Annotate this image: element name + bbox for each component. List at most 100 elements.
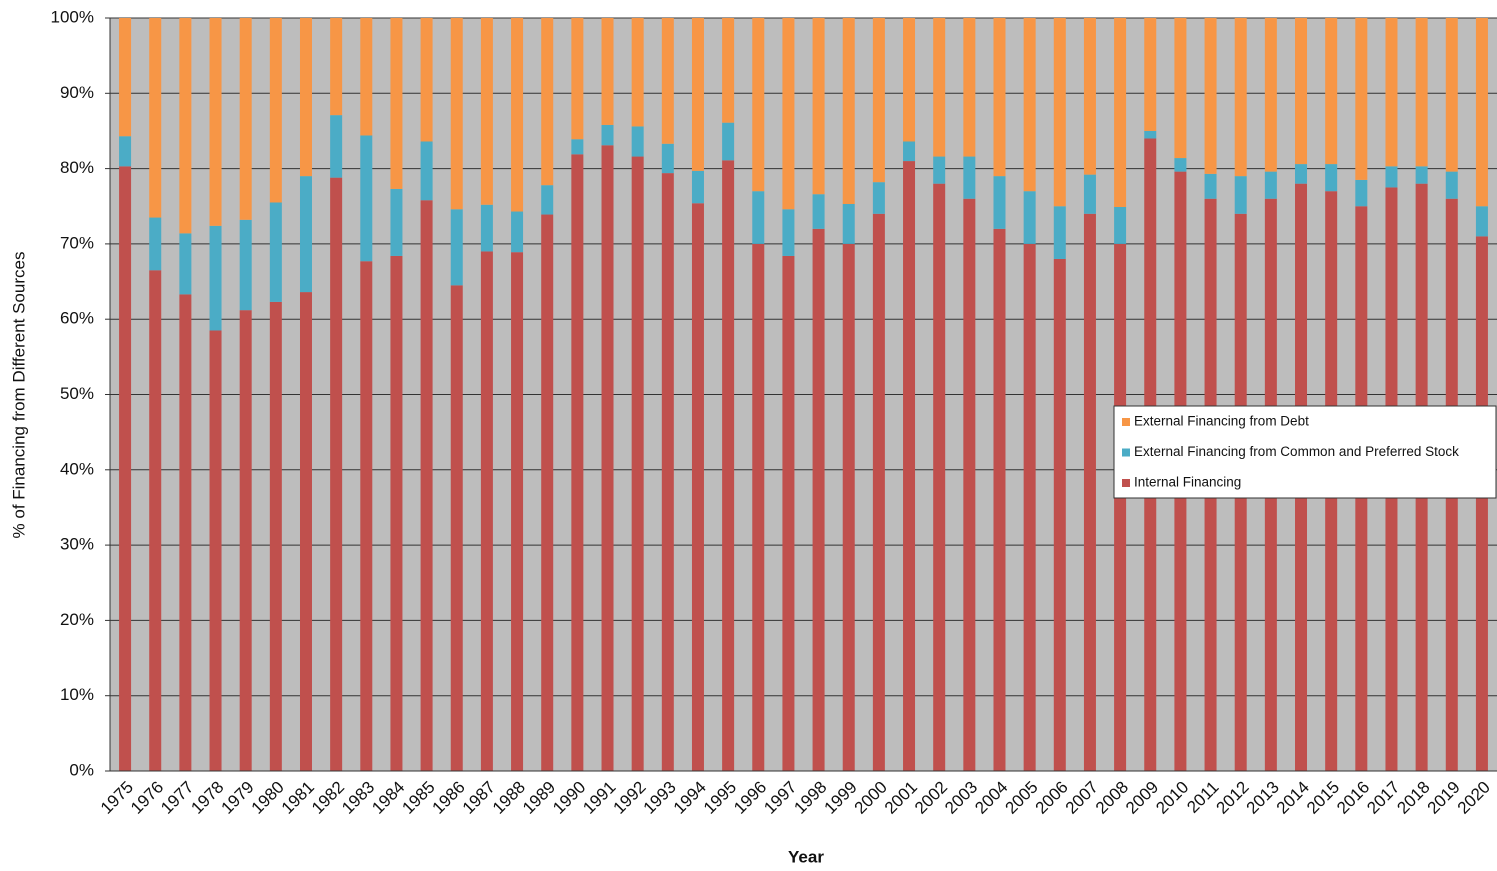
bar-segment [149,217,162,271]
legend-box [1113,405,1497,499]
bar-segment [993,176,1006,229]
x-tick-label: 1980 [248,778,288,818]
bar-segment [601,145,614,771]
bar-segment [239,310,252,771]
bar-segment [269,301,282,771]
x-tick-label: 1993 [640,778,680,818]
bar-segment [1023,191,1036,244]
bar-segment [480,204,493,252]
bar-segment [1174,18,1187,159]
bar-segment [571,18,584,140]
x-tick-label: 1989 [519,778,559,818]
bar-segment [420,200,433,771]
bar-segment [933,18,946,157]
bar-segment [299,176,312,293]
x-tick-label: 1998 [790,778,830,818]
x-tick-label: 1984 [368,778,408,818]
bar-segment [119,136,132,167]
x-tick-label: 1986 [429,778,469,818]
bar-segment [1385,18,1398,167]
bar-segment [299,18,312,177]
x-tick-label: 2007 [1062,778,1102,818]
bar-segment [1053,258,1066,772]
bar-segment [752,243,765,771]
bar-segment [631,156,644,771]
x-tick-label: 2013 [1243,778,1283,818]
bar-segment [1114,243,1127,771]
y-tick-label: 80% [60,158,94,177]
x-tick-label: 1977 [157,778,197,818]
y-tick-label: 60% [60,309,94,328]
bar-segment [571,139,584,155]
bar-segment [993,228,1006,772]
bar-segment [1174,158,1187,172]
y-tick-label: 90% [60,83,94,102]
bar-segment [631,18,644,127]
bar-segment [1083,213,1096,771]
bar-segment [842,203,855,244]
x-tick-label: 2015 [1303,778,1343,818]
x-tick-label: 1997 [760,778,800,818]
x-tick-label: 2018 [1393,778,1433,818]
x-tick-label: 2012 [1213,778,1253,818]
x-tick-label: 2010 [1152,778,1192,818]
bar-segment [1053,18,1066,207]
bar-segment [390,18,403,189]
y-tick-label: 70% [60,233,94,252]
x-tick-label: 1996 [730,778,770,818]
bar-segment [1053,206,1066,259]
bar-segment [119,18,132,137]
x-tick-label: 1988 [489,778,529,818]
bar-segment [511,211,524,253]
bar-segment [812,18,825,195]
bar-segment [1445,171,1458,199]
bar-segment [782,18,795,210]
bar-segment [691,18,704,171]
bar-segment [511,18,524,212]
bar-segment [1415,18,1428,167]
x-tick-label: 2020 [1454,778,1494,818]
x-tick-label: 2008 [1092,778,1132,818]
bar-segment [1023,18,1036,192]
x-tick-label: 1983 [338,778,378,818]
bar-segment [1083,174,1096,214]
bar-segment [239,18,252,220]
bar-segment [1144,130,1157,139]
bar-segment [420,141,433,201]
x-tick-label: 1991 [579,778,619,818]
bar-segment [903,141,916,162]
bar-segment [541,185,554,215]
bar-segment [1144,18,1157,131]
x-tick-label: 2019 [1424,778,1464,818]
bar-segment [1325,18,1338,165]
x-tick-label: 1981 [278,778,318,818]
bar-segment [179,233,192,295]
y-tick-label: 100% [51,7,94,26]
bar-segment [993,18,1006,177]
bar-segment [722,122,735,161]
bar-segment [872,182,885,214]
x-tick-label: 1979 [218,778,258,818]
bar-segment [511,252,524,772]
y-tick-label: 40% [60,459,94,478]
y-tick-label: 20% [60,610,94,629]
bar-segment [661,143,674,174]
x-tick-label: 2006 [1032,778,1072,818]
y-tick-label: 50% [60,384,94,403]
bar-segment [1415,166,1428,184]
x-tick-label: 2017 [1363,778,1403,818]
x-tick-label: 2001 [881,778,921,818]
bar-segment [631,126,644,157]
bar-segment [1385,166,1398,188]
bar-segment [1355,18,1368,180]
bar-segment [812,228,825,772]
x-tick-label: 1975 [97,778,137,818]
bar-segment [1475,206,1488,237]
bar-segment [541,18,554,186]
bar-segment [722,160,735,771]
bar-segment [360,18,373,136]
bar-segment [209,225,222,331]
bar-segment [782,255,795,771]
bar-segment [1445,18,1458,172]
bar-segment [842,18,855,204]
